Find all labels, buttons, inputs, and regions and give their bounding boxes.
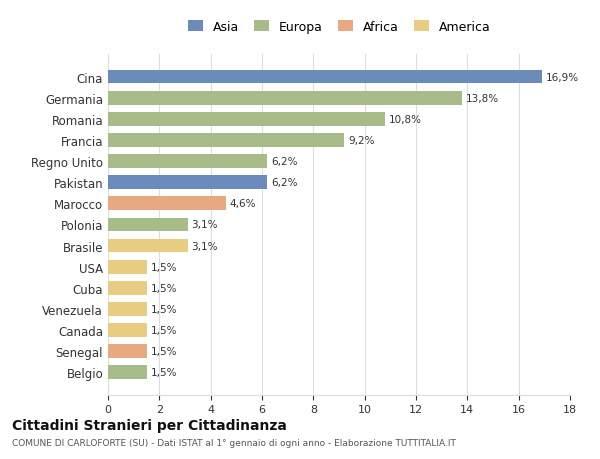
- Bar: [108, 218, 188, 232]
- Bar: [108, 92, 462, 105]
- Bar: [108, 281, 146, 295]
- Bar: [108, 112, 385, 126]
- Bar: [108, 71, 542, 84]
- Text: 1,5%: 1,5%: [151, 304, 177, 314]
- Text: 3,1%: 3,1%: [191, 241, 218, 251]
- Text: 9,2%: 9,2%: [348, 135, 374, 146]
- Bar: [108, 239, 188, 253]
- Text: 10,8%: 10,8%: [389, 115, 422, 124]
- Text: 13,8%: 13,8%: [466, 94, 499, 103]
- Bar: [108, 197, 226, 211]
- Text: 4,6%: 4,6%: [230, 199, 256, 209]
- Bar: [108, 345, 146, 358]
- Legend: Asia, Europa, Africa, America: Asia, Europa, Africa, America: [184, 17, 494, 38]
- Text: 3,1%: 3,1%: [191, 220, 218, 230]
- Bar: [108, 324, 146, 337]
- Text: COMUNE DI CARLOFORTE (SU) - Dati ISTAT al 1° gennaio di ogni anno - Elaborazione: COMUNE DI CARLOFORTE (SU) - Dati ISTAT a…: [12, 438, 456, 447]
- Text: Cittadini Stranieri per Cittadinanza: Cittadini Stranieri per Cittadinanza: [12, 418, 287, 432]
- Text: 1,5%: 1,5%: [151, 325, 177, 335]
- Text: 6,2%: 6,2%: [271, 157, 298, 167]
- Bar: [108, 366, 146, 379]
- Text: 1,5%: 1,5%: [151, 347, 177, 356]
- Text: 1,5%: 1,5%: [151, 283, 177, 293]
- Text: 1,5%: 1,5%: [151, 368, 177, 377]
- Text: 1,5%: 1,5%: [151, 262, 177, 272]
- Bar: [108, 134, 344, 147]
- Bar: [108, 176, 267, 190]
- Text: 6,2%: 6,2%: [271, 178, 298, 188]
- Bar: [108, 302, 146, 316]
- Text: 16,9%: 16,9%: [545, 73, 579, 82]
- Bar: [108, 155, 267, 168]
- Bar: [108, 260, 146, 274]
